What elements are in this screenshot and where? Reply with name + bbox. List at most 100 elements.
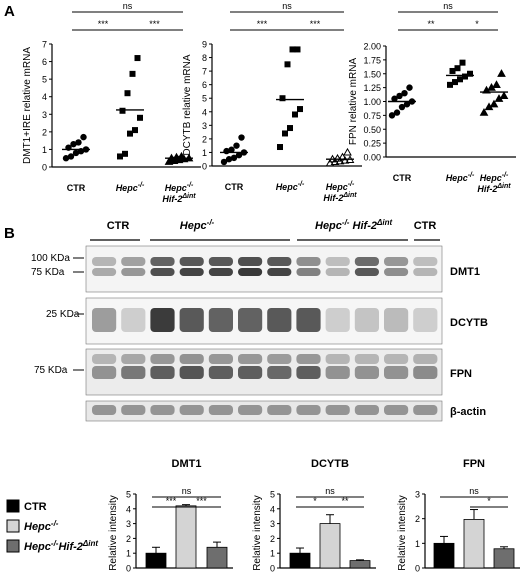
- dmt1-bar-bar-1: [175, 505, 197, 569]
- fpn-mrna-ytick-label-3: 0.75: [363, 111, 381, 121]
- fpn-bar-sig-label-0: ns: [469, 486, 479, 496]
- dcytb-bar-ytick-label-2: 2: [270, 534, 275, 544]
- dmt1-mrna-point-1-8: [134, 55, 141, 62]
- dmt1-mrna-ytick-label-1: 1: [42, 145, 47, 155]
- dcytb-bar-ytick-label-0: 0: [270, 564, 275, 574]
- fpn-mrna-point-0-7: [401, 89, 408, 97]
- dmt1-mrna-point-0-2: [72, 149, 80, 157]
- fpn-mrna-point-2-2: [489, 99, 499, 108]
- fpn-mrna-point-1-5: [449, 67, 456, 74]
- dcytb-mrna-point-1-4: [297, 106, 303, 113]
- dmt1-mrna-point-0-8: [80, 133, 87, 141]
- dmt1-mrna-sig-label-2: ***: [149, 19, 160, 29]
- fpn-mrna-sig-label-1: **: [427, 19, 435, 29]
- fpn-mrna-ytick-label-4: 1.00: [363, 97, 381, 107]
- legend-swatch-ctr: [6, 499, 20, 513]
- dmt1-mrna-ytick-label-0: 0: [42, 163, 47, 173]
- bandsFPN-band-8-0: [325, 354, 350, 364]
- bandsDCYTB-band-0-0: [92, 308, 117, 332]
- bandsDCYTB-band-2-0: [150, 308, 175, 332]
- fpn-mrna-point-2-8: [497, 69, 506, 77]
- bandsDMT1-band-11-1: [413, 268, 438, 276]
- dcytb-mrna-sig-label-2: ***: [310, 19, 321, 29]
- bandsDMT1-band-1-0: [121, 257, 146, 266]
- dmt1-mrna-point-1-1: [122, 150, 128, 157]
- dcytb-mrna-xlabel-2: Hepc-/-: [326, 181, 355, 192]
- blot-dmt1: DMT1: [85, 245, 480, 293]
- legend-label-hepc-hif: Hepc-/-Hif-2Δint: [24, 539, 98, 553]
- dmt1-mrna-ytick-label-6: 6: [42, 57, 47, 67]
- dmt1-mrna-point-1-6: [124, 90, 131, 97]
- dcytb-mrna-point-0-6: [228, 146, 235, 153]
- fpn-bar-bar-0: [433, 542, 455, 569]
- dcytb-bar-ytick-label-4: 4: [270, 504, 275, 514]
- fpn-mrna-ytick-label-8: 2.00: [363, 42, 381, 52]
- dmt1-bar-ytick-label-3: 3: [126, 519, 131, 529]
- bandsDMT1-band-10-1: [384, 268, 409, 276]
- bandsDMT1-band-3-0: [179, 257, 204, 266]
- bandsFPN-band-11-0: [413, 354, 438, 364]
- dcytb-mrna-point-2-6: [333, 153, 342, 162]
- fpn-mrna-ylabel: FPN relative mRNA: [348, 58, 359, 146]
- dmt1-mrna-sig-label-0: ns: [123, 1, 133, 11]
- bandsDMT1-band-11-0: [413, 257, 438, 266]
- dcytb-mrna-ytick-label-8: 8: [202, 53, 207, 63]
- marker-100kda: 100 KDa: [31, 253, 70, 264]
- bandsACT-band-11-0: [413, 405, 438, 415]
- dcytb-mrna-point-1-6: [284, 61, 291, 68]
- marker-75kda-fpn: 75 KDa: [34, 365, 68, 376]
- bandsDCYTB-band-4-0: [208, 308, 233, 332]
- fpn-mrna-point-0-1: [393, 109, 401, 116]
- fpn-mrna-point-2-7: [492, 80, 501, 88]
- dcytb-mrna-point-1-3: [292, 111, 298, 118]
- fpn-mrna-point-2-0: [479, 107, 489, 116]
- dcytb-mrna-ytick-label-9: 9: [202, 40, 207, 50]
- legend-label-ctr: CTR: [24, 501, 47, 513]
- fpn-mrna-point-1-3: [462, 73, 468, 80]
- bandsFPN-band-6-1: [267, 366, 292, 379]
- dmt1-bar-ytick-label-5: 5: [126, 490, 131, 500]
- dmt1-mrna-point-2-7: [177, 151, 186, 160]
- blot-group-hepc-hif: Hepc-/- Hif-2Δint: [315, 218, 392, 232]
- dcytb-mrna-point-2-5: [328, 154, 337, 163]
- bandsDCYTB-band-8-0: [325, 308, 350, 332]
- dmt1-mrna-ytick-label-3: 3: [42, 110, 47, 120]
- dcytb-bar-ylabel: Relative intensity: [252, 495, 263, 571]
- dmt1-mrna-point-0-6: [70, 140, 77, 148]
- dcytb-bar-sig-label-2: **: [341, 496, 349, 506]
- bandsFPN-band-5-0: [238, 354, 263, 364]
- bandsFPN-band-4-1: [208, 366, 233, 379]
- legend-swatch-hepc-hif: [6, 539, 20, 553]
- dmt1-mrna-point-1-5: [119, 107, 126, 114]
- blot-label-dmt1: DMT1: [450, 266, 480, 278]
- dmt1-mrna-sig-label-1: ***: [98, 19, 109, 29]
- bandsFPN-band-1-0: [121, 354, 146, 364]
- fpn-bar-ytick-label-0: 0: [415, 564, 420, 574]
- dcytb-mrna-ytick-label-6: 6: [202, 80, 207, 90]
- dcytb-mrna-point-1-1: [282, 130, 288, 137]
- bandsFPN-band-1-1: [121, 366, 146, 379]
- fpn-bar-bar-1: [463, 519, 485, 569]
- dcytb-mrna-point-0-1: [225, 156, 233, 163]
- legend-swatch-hepc: [6, 519, 20, 533]
- dmt1-mrna-point-0-3: [77, 147, 85, 155]
- dcytb-bar-bar-0: [289, 552, 311, 569]
- dcytb-mrna-point-2-7: [338, 152, 347, 161]
- dmt1-mrna-ytick-label-5: 5: [42, 75, 47, 85]
- bandsDMT1-band-10-0: [384, 257, 409, 266]
- dmt1-mrna-point-1-0: [117, 153, 123, 160]
- dmt1-mrna-scatter: 0 1 2 3 4 5 6 7 DMT1+IRE relative mRNA CTR Hepc-/-…: [22, 1, 201, 204]
- fpn-mrna-xlabel-2-line2: Hif-2Δint: [477, 183, 511, 194]
- fpn-mrna-sig-label-0: ns: [443, 1, 453, 11]
- bandsACT-band-9-0: [354, 405, 379, 415]
- fpn-mrna-ytick-label-2: 0.50: [363, 125, 381, 135]
- bandsDMT1-band-1-1: [121, 268, 146, 276]
- dcytb-bar-title: DCYTB: [311, 458, 349, 470]
- bandsDMT1-band-6-1: [267, 268, 292, 276]
- bandsACT-band-6-0: [267, 405, 292, 415]
- bandsACT-band-3-0: [179, 405, 204, 415]
- bandsFPN-band-3-0: [179, 354, 204, 364]
- fpn-mrna-point-0-0: [388, 112, 396, 119]
